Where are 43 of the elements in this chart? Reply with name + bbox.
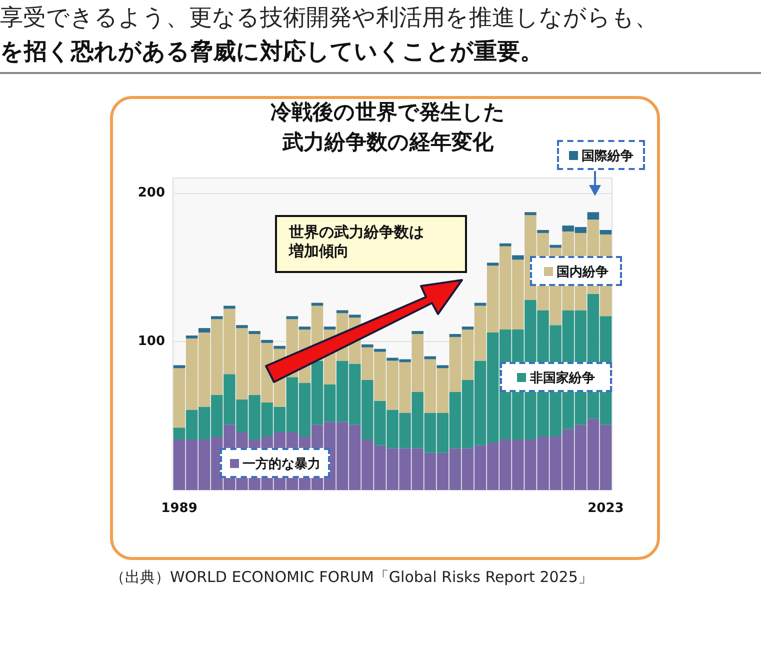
- legend-label: 国内紛争: [556, 264, 610, 281]
- text: を招く恐れがある脅威に対応していくことが重要。: [0, 38, 543, 67]
- bar: [449, 334, 462, 337]
- bar: [274, 346, 286, 349]
- bar: [412, 331, 424, 334]
- bar: [348, 314, 361, 318]
- bar: [424, 356, 436, 360]
- bar: [286, 316, 298, 320]
- x-tick-label: 2023: [588, 501, 624, 516]
- bar: [336, 310, 348, 314]
- bar: [324, 326, 336, 330]
- bar: [436, 365, 449, 368]
- bar: [486, 262, 499, 266]
- bar: [600, 230, 612, 234]
- bar: [474, 302, 486, 306]
- bar: [550, 244, 562, 248]
- bar: [261, 340, 273, 343]
- bar: [512, 255, 524, 260]
- bar: [462, 326, 474, 330]
- annotation: 世界の武力紛争数は増加傾向: [289, 223, 425, 261]
- bar: [298, 326, 311, 330]
- text: （出典）WORLD ECONOMIC FORUM「Global Risks Report 2025」: [110, 568, 593, 587]
- bar: [198, 328, 210, 333]
- x-tick-label: 1989: [161, 501, 198, 516]
- bar: [362, 344, 374, 348]
- y-tick-label: 200: [138, 185, 165, 200]
- y-tick-label: 100: [138, 334, 165, 349]
- bar: [248, 331, 260, 334]
- bar: [236, 325, 248, 328]
- bar: [311, 302, 324, 306]
- bar: [211, 316, 223, 320]
- bar: [524, 212, 536, 216]
- legend-label: 一方的な暴力: [242, 456, 322, 473]
- chart-title: 冷戦後の世界で発生した武力紛争数の経年変化: [270, 99, 506, 156]
- bar: [587, 212, 600, 220]
- bar: [499, 243, 512, 246]
- legend-label: 国際紛争: [580, 148, 634, 165]
- bar: [537, 230, 549, 233]
- bar: [186, 335, 198, 338]
- legend-label: 非国家紛争: [529, 370, 596, 387]
- bar: [173, 365, 186, 368]
- bar: [374, 348, 386, 352]
- text: 享受できるよう、更なる技術開発や利活用を推進しながらも、: [0, 4, 658, 33]
